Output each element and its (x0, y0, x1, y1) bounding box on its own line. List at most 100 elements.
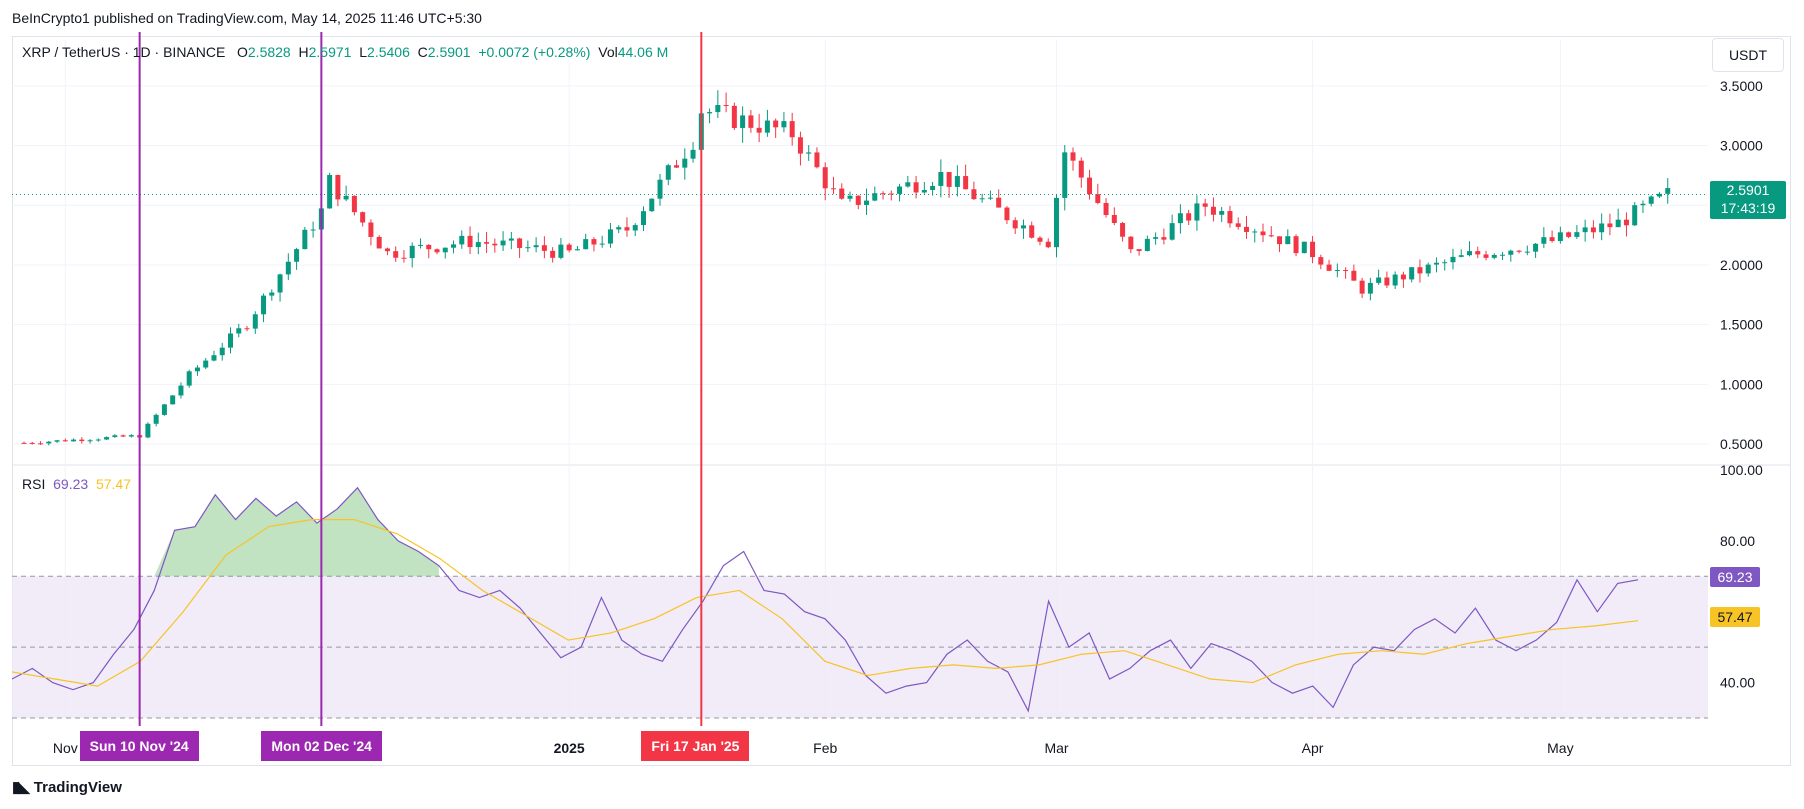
candle-body (715, 105, 721, 113)
candle-body (1054, 197, 1059, 248)
candle-body (1095, 194, 1101, 203)
candle-body (632, 225, 638, 231)
candle-body (409, 245, 415, 259)
candle-body (649, 198, 655, 212)
rsi-legend: RSI 69.23 57.47 (22, 476, 131, 492)
candle-body (1549, 237, 1555, 242)
candle-body (665, 165, 671, 180)
candle-body (194, 367, 200, 372)
currency-button[interactable]: USDT (1712, 38, 1784, 72)
candle-body (946, 172, 952, 187)
candle-body (930, 185, 936, 190)
candle-body (128, 435, 134, 437)
candle-body (1590, 227, 1596, 233)
candle-body (219, 347, 225, 356)
time-tick-label: 2025 (554, 740, 585, 756)
candle-body (1442, 262, 1448, 264)
candle-body (839, 188, 845, 199)
marker-label-dec02[interactable]: Mon 02 Dec '24 (261, 731, 382, 761)
candle-body (690, 149, 696, 159)
candle-body (1392, 274, 1398, 286)
candle-body (1524, 251, 1530, 253)
candle-body (1516, 250, 1522, 252)
candle-body (153, 414, 159, 424)
candle-body (888, 193, 894, 195)
vol-label: Vol (598, 44, 618, 60)
time-tick-label: Nov (53, 740, 78, 756)
candle-body (351, 195, 357, 213)
candle-body (996, 197, 1002, 208)
candle-body (624, 227, 630, 231)
candle-body (1599, 223, 1605, 233)
tradingview-logo-icon: ▮◣ (12, 779, 30, 796)
candle-body (228, 333, 233, 348)
candle-body (731, 105, 737, 128)
candle-body (1243, 226, 1249, 232)
tradingview-brand[interactable]: ▮◣ TradingView (12, 778, 122, 797)
candle-body (963, 176, 969, 190)
rsi-value: 69.23 (53, 476, 89, 492)
candle-body (1425, 264, 1431, 274)
candle-body (1144, 238, 1150, 252)
candle-body (62, 440, 68, 442)
rsi-ma-line (11, 518, 1639, 687)
candle-body (830, 188, 836, 190)
candle-body (971, 189, 977, 200)
candle-body (1623, 219, 1629, 226)
candle-body (327, 174, 333, 209)
candle-body (517, 238, 523, 248)
candle-body (71, 439, 77, 442)
candle-body (1656, 193, 1662, 197)
candle-body (764, 120, 770, 133)
candle-body (285, 261, 291, 275)
candle-body (252, 314, 258, 329)
candle-body (748, 115, 754, 128)
price-tick-label: 3.0000 (1720, 138, 1763, 154)
candle-body (1615, 219, 1621, 228)
candle-body (1458, 255, 1464, 257)
candle-body (797, 137, 803, 154)
candle-body (1574, 232, 1580, 237)
candle-body (1367, 282, 1373, 294)
marker-label-jan17[interactable]: Fri 17 Jan '25 (641, 731, 750, 761)
candle-body (864, 200, 870, 205)
candle-body (1128, 236, 1134, 250)
candle-body (806, 152, 812, 154)
candle-body (1227, 211, 1233, 224)
candle-body (954, 176, 960, 187)
candle-body (1326, 264, 1332, 271)
rsi-ma-value: 57.47 (95, 476, 131, 492)
candle-body (484, 242, 490, 244)
candle-body (1070, 152, 1076, 161)
candle-body (1252, 231, 1258, 233)
candle-body (1136, 249, 1142, 252)
candle-body (533, 245, 539, 248)
candle-body (773, 120, 779, 128)
last-price: 2.5901 (1726, 182, 1770, 198)
candle-body (1310, 241, 1316, 258)
candle-body (1508, 250, 1514, 255)
candle-body (1433, 262, 1439, 265)
candle-body (541, 245, 547, 251)
candle-body (1343, 270, 1349, 272)
candle-body (574, 249, 580, 251)
candle-body (1467, 251, 1472, 256)
candle-body (938, 172, 944, 186)
candle-body (302, 229, 308, 250)
candle-body (525, 247, 531, 249)
time-tick-label: Mar (1044, 740, 1068, 756)
candle-body (277, 274, 283, 293)
candle-body (1400, 274, 1406, 280)
rsi-tick-label: 40.00 (1720, 675, 1755, 691)
marker-label-nov10[interactable]: Sun 10 Nov '24 (79, 731, 199, 761)
symbol-legend: XRP / TetherUS · 1D · BINANCE O2.5828 H2… (22, 44, 668, 60)
rsi-line (11, 486, 1639, 713)
candle-body (1029, 225, 1035, 238)
candle-body (475, 242, 481, 248)
candle-body (1260, 231, 1266, 236)
candle-body (186, 371, 192, 386)
candle-body (641, 211, 646, 226)
candle-body (87, 440, 93, 442)
brand-name: TradingView (33, 778, 122, 796)
